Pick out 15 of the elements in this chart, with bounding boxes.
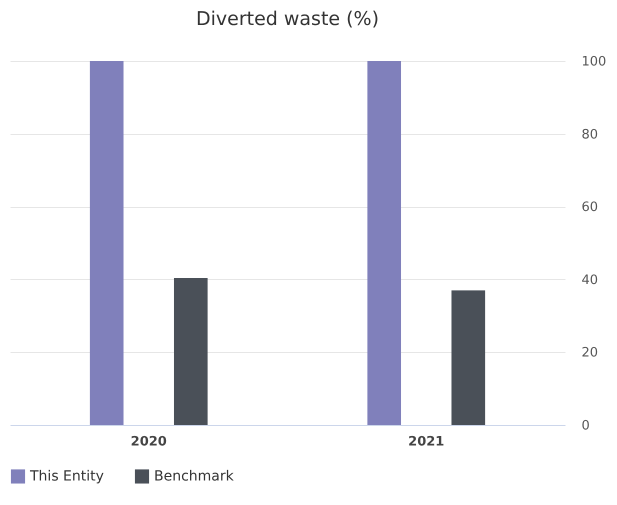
y-tick-label: 100 [582,54,606,70]
x-tick-label: 2021 [408,434,444,450]
bar [174,278,208,425]
y-tick-label: 0 [582,418,590,434]
y-tick-label: 80 [582,127,598,142]
legend-label: This Entity [29,468,104,484]
x-tick-label: 2020 [130,434,167,450]
bar [451,290,486,425]
bar [367,61,402,425]
legend-label: Benchmark [154,468,235,484]
chart-title: Diverted waste (%) [196,8,380,30]
y-tick-label: 40 [582,272,598,288]
y-tick-label: 20 [582,346,598,361]
y-tick-label: 60 [582,200,598,216]
bar [90,61,124,425]
